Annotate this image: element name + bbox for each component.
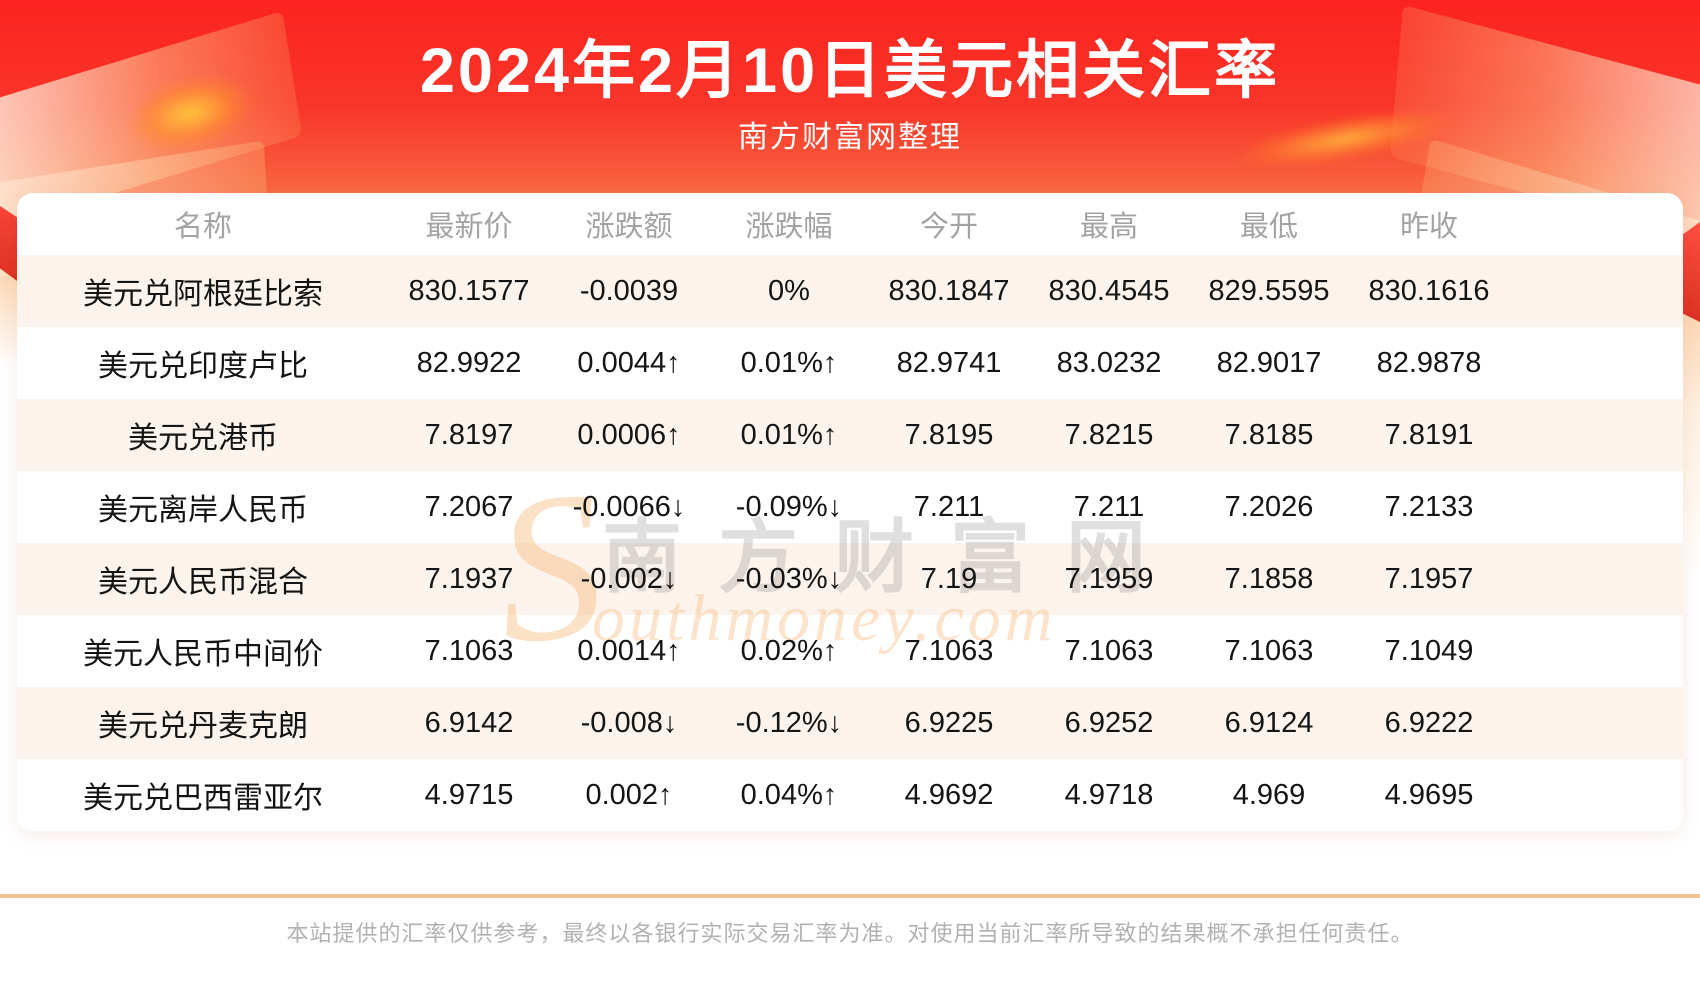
change-amount: 0.0014↑ xyxy=(577,634,681,667)
change-amount: -0.0039 xyxy=(579,274,679,307)
low-price: 6.9124 xyxy=(1224,706,1314,739)
latest-price: 7.1937 xyxy=(424,562,514,595)
latest-price: 7.8197 xyxy=(424,418,514,451)
table-row: 美元兑丹麦克朗 6.9142 -0.008↓ -0.12%↓ 6.9225 6.… xyxy=(17,687,1509,759)
column-header-prev-close: 昨收 xyxy=(1399,211,1458,243)
column-header-open: 今开 xyxy=(919,211,978,243)
high-price: 7.211 xyxy=(1073,490,1145,523)
open-price: 82.9741 xyxy=(896,346,1002,379)
column-header-low: 最低 xyxy=(1239,211,1298,243)
high-price: 4.9718 xyxy=(1064,778,1154,811)
high-price: 6.9252 xyxy=(1064,706,1154,739)
low-price: 829.5595 xyxy=(1208,274,1330,307)
prev-close-price: 7.1049 xyxy=(1384,634,1474,667)
currency-pair-name: 美元人民币混合 xyxy=(98,566,308,599)
latest-price: 82.9922 xyxy=(416,346,522,379)
column-header-name: 名称 xyxy=(173,211,232,243)
prev-close-price: 7.2133 xyxy=(1384,490,1474,523)
low-price: 7.8185 xyxy=(1224,418,1314,451)
low-price: 4.969 xyxy=(1232,778,1306,811)
table-row: 美元兑巴西雷亚尔 4.9715 0.002↑ 0.04%↑ 4.9692 4.9… xyxy=(17,759,1509,831)
currency-pair-name: 美元人民币中间价 xyxy=(83,638,323,671)
high-price: 7.1959 xyxy=(1064,562,1154,595)
change-percent: 0.04%↑ xyxy=(740,778,838,811)
high-price: 83.0232 xyxy=(1056,346,1162,379)
change-amount: 0.002↑ xyxy=(585,778,673,811)
prev-close-price: 6.9222 xyxy=(1384,706,1474,739)
low-price: 7.1858 xyxy=(1224,562,1314,595)
prev-close-price: 7.1957 xyxy=(1384,562,1474,595)
currency-pair-name: 美元兑丹麦克朗 xyxy=(98,710,308,743)
table-row: 美元人民币混合 7.1937 -0.002↓ -0.03%↓ 7.19 7.19… xyxy=(17,543,1509,615)
currency-pair-name: 美元兑港币 xyxy=(128,422,278,455)
open-price: 7.8195 xyxy=(904,418,994,451)
change-percent: -0.03%↓ xyxy=(735,562,843,595)
table-row: 美元兑印度卢比 82.9922 0.0044↑ 0.01%↑ 82.9741 8… xyxy=(17,327,1509,399)
prev-close-price: 7.8191 xyxy=(1384,418,1474,451)
open-price: 4.9692 xyxy=(904,778,994,811)
change-percent: 0.01%↑ xyxy=(740,346,838,379)
column-header-change-pct: 涨跌幅 xyxy=(745,211,833,243)
change-percent: 0.02%↑ xyxy=(740,634,838,667)
column-header-change: 涨跌额 xyxy=(585,211,673,243)
open-price: 7.19 xyxy=(920,562,978,595)
currency-pair-name: 美元离岸人民币 xyxy=(98,494,308,527)
high-price: 7.8215 xyxy=(1064,418,1154,451)
table-row: 美元人民币中间价 7.1063 0.0014↑ 0.02%↑ 7.1063 7.… xyxy=(17,615,1509,687)
low-price: 7.2026 xyxy=(1224,490,1314,523)
page-title: 2024年2月10日美元相关汇率 xyxy=(419,36,1281,106)
row-stripes xyxy=(17,255,1683,831)
page-subtitle: 南方财富网整理 xyxy=(738,121,962,154)
change-percent: 0% xyxy=(768,274,810,307)
high-price: 830.4545 xyxy=(1048,274,1170,307)
change-percent: -0.12%↓ xyxy=(735,706,843,739)
open-price: 830.1847 xyxy=(888,274,1010,307)
open-price: 7.211 xyxy=(913,490,985,523)
banner-fade-left xyxy=(0,276,18,366)
low-price: 7.1063 xyxy=(1224,634,1314,667)
prev-close-price: 4.9695 xyxy=(1384,778,1474,811)
rates-table-body: 美元兑阿根廷比索 830.1577 -0.0039 0% 830.1847 83… xyxy=(17,255,1509,831)
open-price: 7.1063 xyxy=(904,634,994,667)
table-row: 美元兑阿根廷比索 830.1577 -0.0039 0% 830.1847 83… xyxy=(17,255,1509,327)
table-row: 美元离岸人民币 7.2067 -0.0066↓ -0.09%↓ 7.211 7.… xyxy=(17,471,1509,543)
header-row: 名称 最新价 涨跌额 涨跌幅 今开 最高 最低 昨收 xyxy=(17,193,1509,255)
footer-divider xyxy=(0,894,1700,898)
change-amount: -0.0066↓ xyxy=(572,490,686,523)
change-amount: 0.0044↑ xyxy=(577,346,681,379)
column-header-high: 最高 xyxy=(1079,211,1138,243)
latest-price: 830.1577 xyxy=(408,274,530,307)
latest-price: 6.9142 xyxy=(424,706,514,739)
change-amount: 0.0006↑ xyxy=(577,418,681,451)
currency-pair-name: 美元兑阿根廷比索 xyxy=(83,278,323,311)
column-header-latest: 最新价 xyxy=(425,211,513,243)
open-price: 6.9225 xyxy=(904,706,994,739)
rates-table: 名称 最新价 涨跌额 涨跌幅 今开 最高 最低 昨收 美元兑阿根廷比索 830.… xyxy=(17,193,1509,831)
banner-fade-right xyxy=(1682,276,1700,576)
high-price: 7.1063 xyxy=(1064,634,1154,667)
rates-table-header: 名称 最新价 涨跌额 涨跌幅 今开 最高 最低 昨收 xyxy=(17,193,1509,255)
table-row: 美元兑港币 7.8197 0.0006↑ 0.01%↑ 7.8195 7.821… xyxy=(17,399,1509,471)
change-percent: 0.01%↑ xyxy=(740,418,838,451)
change-amount: -0.008↓ xyxy=(580,706,678,739)
low-price: 82.9017 xyxy=(1216,346,1322,379)
latest-price: 4.9715 xyxy=(424,778,514,811)
change-amount: -0.002↓ xyxy=(580,562,678,595)
change-percent: -0.09%↓ xyxy=(735,490,843,523)
currency-pair-name: 美元兑印度卢比 xyxy=(98,350,308,383)
latest-price: 7.2067 xyxy=(424,490,514,523)
prev-close-price: 82.9878 xyxy=(1376,346,1482,379)
latest-price: 7.1063 xyxy=(424,634,514,667)
rates-card: S 南方财富网 outhmoney.com 名称 最新价 涨跌额 涨跌幅 今开 … xyxy=(17,193,1683,831)
prev-close-price: 830.1616 xyxy=(1368,274,1490,307)
currency-pair-name: 美元兑巴西雷亚尔 xyxy=(83,782,323,815)
disclaimer-text: 本站提供的汇率仅供参考，最终以各银行实际交易汇率为准。对使用当前汇率所导致的结果… xyxy=(286,921,1414,946)
